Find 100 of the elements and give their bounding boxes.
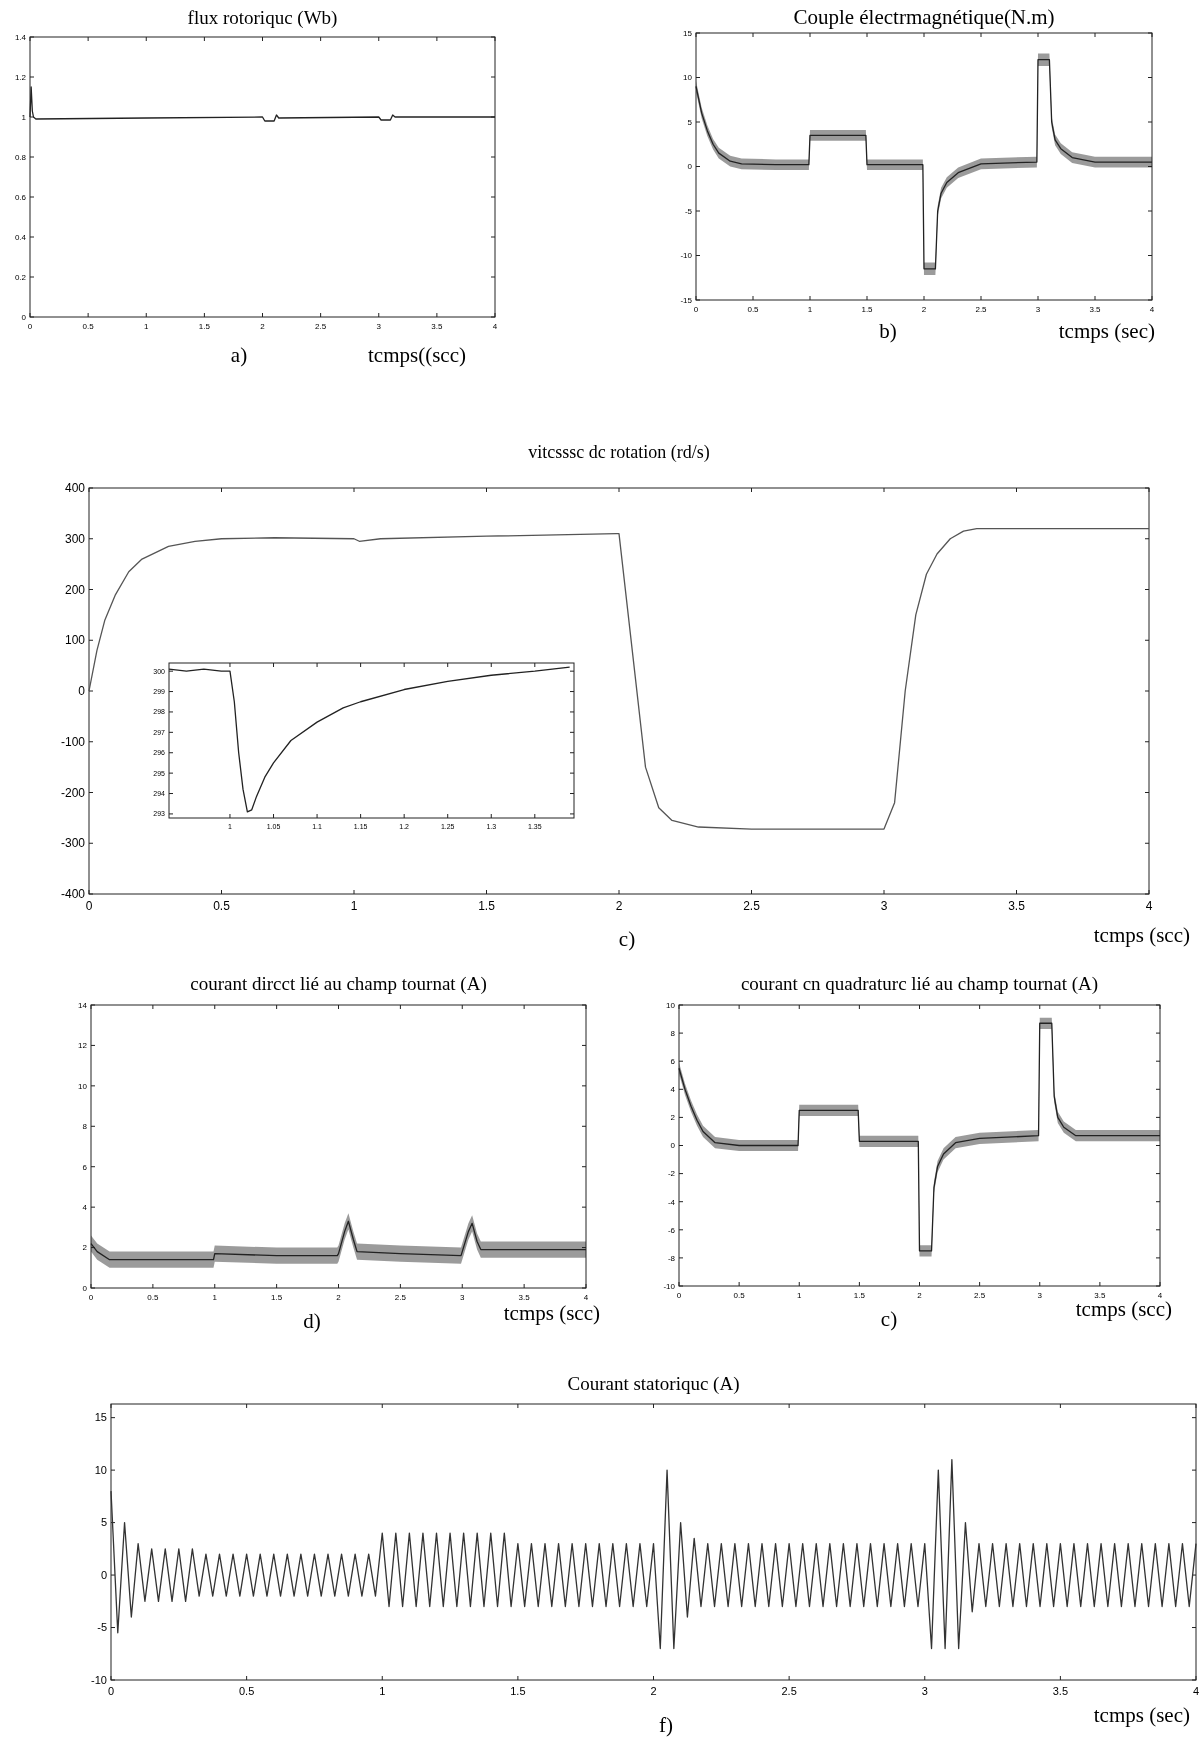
line-series (88, 527, 1150, 830)
y-tick-label: 15 (683, 28, 693, 38)
y-tick-label: 10 (683, 73, 693, 83)
y-tick-label: 8 (82, 1122, 88, 1132)
x-tick-label: 2 (650, 1685, 657, 1697)
chart-title: vitcsssc dc rotation (rd/s) (528, 442, 710, 463)
y-tick-label: -10 (91, 1673, 107, 1686)
x-tick-label: 3 (880, 899, 888, 913)
x-tick-label: 3.5 (518, 1293, 531, 1302)
x-tick-label: 4 (1149, 305, 1155, 314)
y-tick-label: 5 (687, 117, 693, 127)
x-tick-label: 3 (460, 1293, 466, 1302)
y-tick-label: 200 (64, 582, 86, 597)
line-series (110, 1458, 1197, 1650)
x-tick-label: 0.5 (733, 1291, 746, 1300)
chart-title: courant cn quadraturc lié au champ tournat (A) (740, 973, 1099, 995)
text: a) (230, 343, 248, 367)
y-tick-label: -6 (667, 1225, 676, 1235)
x-tick-label: 1 (212, 1293, 218, 1302)
chart-title: courant dircct lié au champ tournat (A) (190, 973, 487, 995)
x-tick-label: 4 (492, 322, 498, 331)
x-tick-label: 3.5 (1089, 305, 1102, 314)
y-tick-label: 0 (78, 684, 86, 699)
y-tick-label: 0 (670, 1141, 676, 1151)
x-tick-label: 2 (921, 305, 927, 314)
y-tick-label: 0 (82, 1283, 88, 1293)
y-tick-label: 400 (64, 481, 86, 496)
y-tick-label: -15 (680, 295, 693, 305)
y-tick-label: 0 (21, 312, 27, 322)
chart-title: Couple électrmagnétique(N.m) (793, 5, 1055, 29)
x-tick-label: 0.5 (238, 1685, 255, 1697)
text: d) (303, 1309, 321, 1333)
y-tick-label: 10 (94, 1463, 107, 1476)
x-tick-label: 2.5 (394, 1293, 407, 1302)
y-tick-label: 8 (670, 1028, 676, 1038)
x-tick-label: 3.5 (1052, 1685, 1069, 1697)
x-tick-label: 1.5 (853, 1291, 866, 1300)
y-tick-label: 5 (100, 1516, 107, 1529)
y-tick-label: -10 (663, 1281, 676, 1291)
x-tick-label: 4 (1157, 1291, 1163, 1300)
x-tick-label: 1.5 (510, 1685, 526, 1697)
x-tick-label: 1.5 (271, 1293, 283, 1302)
x-tick-label: 4 (583, 1293, 589, 1302)
x-axis-title: tcmps (sec) (1093, 1703, 1190, 1727)
x-tick-label: 3 (376, 322, 382, 331)
y-tick-label: 0 (100, 1568, 107, 1581)
x-tick-label: 1 (350, 899, 358, 913)
x-tick-label: 1 (807, 305, 813, 314)
y-tick-label: 12 (78, 1041, 88, 1051)
x-tick-label: 3 (1035, 305, 1041, 314)
x-tick-label: 1.5 (478, 899, 496, 913)
x-tick-label: 3 (1037, 1291, 1043, 1300)
x-tick-label: 1.5 (198, 322, 211, 331)
x-tick-label: 2 (615, 899, 623, 913)
x-tick-label: 1 (144, 322, 150, 331)
x-axis-title: tcmps (scc) (1093, 923, 1190, 947)
x-tick-label: 2 (917, 1291, 923, 1300)
y-tick-label: 15 (94, 1411, 107, 1424)
y-tick-label: 2 (82, 1243, 88, 1253)
y-tick-label: 0 (687, 162, 693, 172)
text: c) (618, 927, 636, 951)
x-tick-label: 2 (260, 322, 266, 331)
x-tick-label: 2.5 (315, 322, 327, 331)
x-tick-label: 2.5 (975, 305, 988, 314)
y-tick-label: 4 (670, 1085, 676, 1095)
y-tick-label: 0.8 (14, 152, 27, 162)
text: b) (879, 319, 897, 343)
y-tick-label: 0.4 (14, 232, 27, 242)
y-tick-label: -2 (667, 1169, 676, 1179)
y-tick-label: -400 (60, 887, 86, 902)
text: f) (659, 1713, 673, 1737)
y-tick-label: -4 (667, 1197, 676, 1207)
chart-title: Courant statoriquc (A) (567, 1373, 740, 1395)
x-tick-label: 0.5 (82, 322, 95, 331)
x-axis-title: tcmps (scc) (503, 1301, 600, 1325)
x-tick-label: 1.5 (861, 305, 874, 314)
text: c) (880, 1307, 898, 1331)
x-axis-title: tcmps((scc) (368, 343, 466, 367)
y-tick-label: 1 (21, 112, 27, 122)
x-tick-label: 0 (27, 322, 33, 331)
y-tick-label: 6 (82, 1162, 88, 1172)
y-tick-label: 10 (666, 1000, 676, 1010)
x-tick-label: 2.5 (781, 1685, 797, 1697)
x-tick-label: 3.5 (1008, 899, 1026, 913)
x-tick-label: 4 (1145, 899, 1153, 913)
y-tick-label: 1.2 (14, 72, 27, 82)
x-tick-label: 2 (336, 1293, 342, 1302)
x-tick-label: 0 (88, 1293, 94, 1302)
x-tick-label: 0.5 (213, 899, 231, 913)
y-tick-label: 0.6 (14, 192, 27, 202)
y-tick-label: -100 (60, 734, 86, 749)
x-tick-label: 2.5 (974, 1291, 986, 1300)
y-tick-label: 14 (78, 1000, 88, 1010)
y-tick-label: 6 (670, 1057, 676, 1066)
y-tick-label: -5 (97, 1621, 107, 1634)
y-tick-label: 2 (670, 1113, 676, 1123)
x-tick-label: 0.5 (147, 1293, 159, 1302)
y-tick-label: -200 (60, 785, 86, 800)
x-tick-label: 3 (921, 1685, 928, 1697)
y-tick-label: 300 (64, 531, 86, 546)
